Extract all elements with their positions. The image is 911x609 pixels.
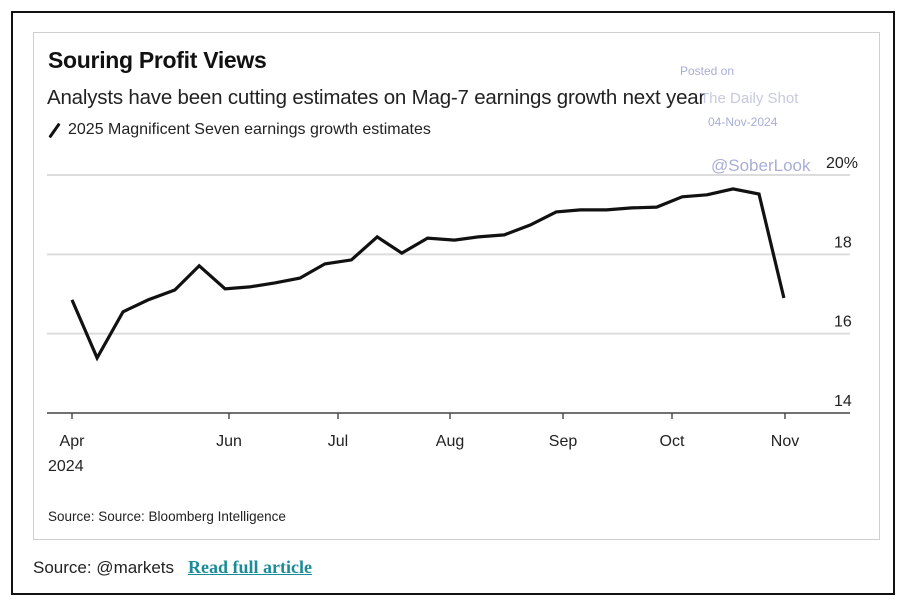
x-tick-label: Oct	[660, 433, 685, 450]
watermark-posted-on: Posted on	[679, 64, 735, 78]
x-tick-label: Sep	[549, 433, 578, 450]
footer-source: Source: @markets	[33, 558, 175, 577]
watermark-daily-shot: The Daily Shot	[700, 90, 799, 107]
y-tick-label: 20%	[826, 155, 858, 172]
x-tick-label: Nov	[771, 433, 799, 450]
legend-label: 2025 Magnificent Seven earnings growth e…	[68, 121, 431, 138]
watermark-date: 04-Nov-2024	[708, 115, 778, 129]
y-tick-label: 18	[834, 234, 852, 251]
x-tick-label: Aug	[436, 433, 464, 450]
chart-legend: 2025 Magnificent Seven earnings growth e…	[48, 121, 431, 139]
chart-source: Source: Source: Bloomberg Intelligence	[48, 509, 286, 524]
x-tick-label: Jun	[216, 433, 242, 450]
chart-card	[33, 32, 880, 540]
y-tick-label: 14	[834, 393, 852, 410]
read-full-article-link[interactable]: Read full article	[188, 557, 313, 577]
post-footer: Source: @markets Read full article	[33, 557, 312, 578]
chart-title: Souring Profit Views	[48, 47, 267, 73]
x-tick-label: Apr	[60, 433, 86, 450]
chart-subtitle: Analysts have been cutting estimates on …	[47, 86, 706, 109]
y-tick-label: 16	[834, 314, 852, 331]
series-line	[70, 187, 786, 362]
watermark-handle: @SoberLook	[711, 156, 811, 175]
x-tick-label: Jul	[328, 433, 348, 450]
x-tick-sublabel: 2024	[48, 458, 84, 475]
